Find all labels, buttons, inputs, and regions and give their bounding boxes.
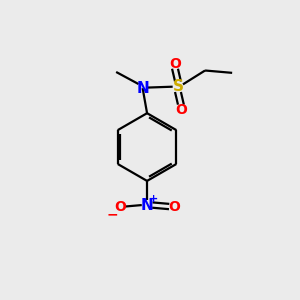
Text: N: N [141,198,153,213]
Text: −: − [107,207,118,221]
Text: N: N [136,81,149,96]
Text: O: O [168,200,180,214]
Text: S: S [172,79,184,94]
Text: +: + [149,194,158,204]
Text: O: O [175,103,187,117]
Text: O: O [114,200,126,214]
Text: O: O [169,57,181,71]
